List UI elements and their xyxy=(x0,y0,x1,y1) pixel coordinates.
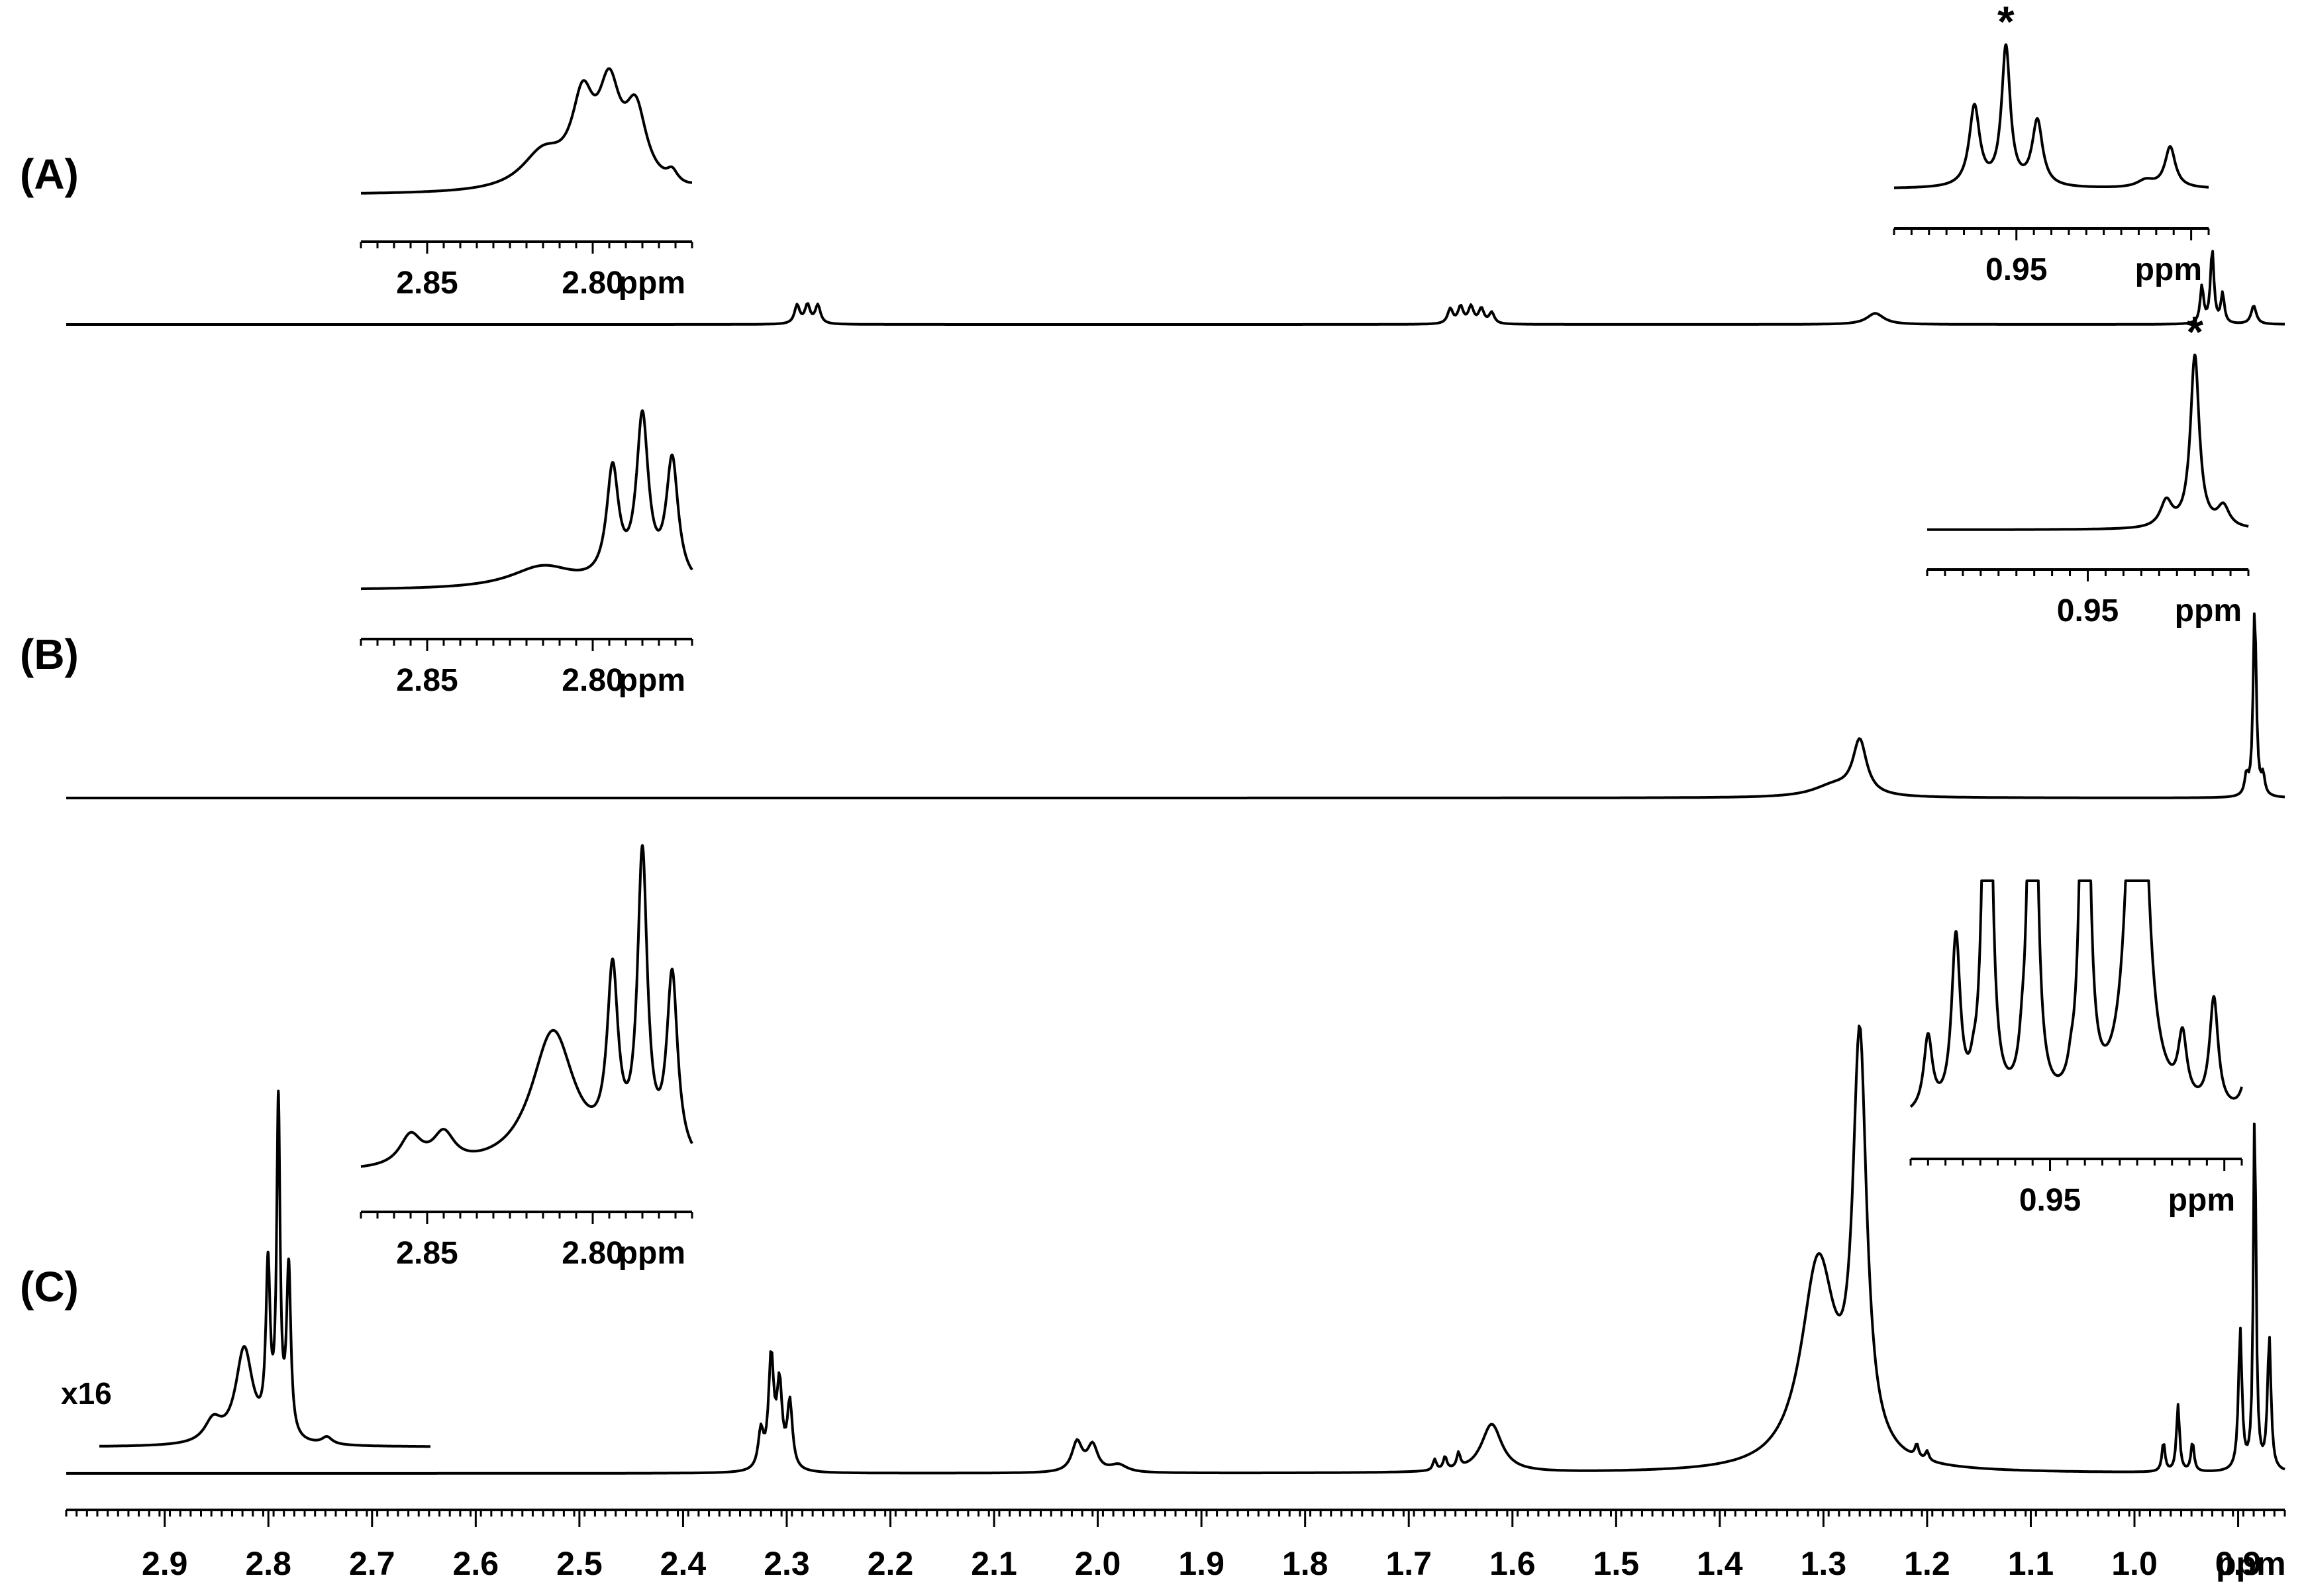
scaled-segment-c: x16 xyxy=(61,1089,432,1448)
x-axis-tick-label: 1.5 xyxy=(1593,1545,1640,1582)
inset-unit-label: ppm xyxy=(2135,252,2202,287)
spectrum-a: (A) xyxy=(20,150,2285,326)
spectrum-c-label: (C) xyxy=(20,1263,79,1311)
x-axis-unit-label: ppm xyxy=(2216,1545,2286,1582)
x-axis-tick-label: 1.0 xyxy=(2111,1545,2158,1582)
inset-unit-label: ppm xyxy=(619,266,685,301)
inset-unit-label: ppm xyxy=(2168,1183,2235,1218)
x-axis-tick-label: 1.4 xyxy=(1697,1545,1743,1582)
inset-tick-label: 0.95 xyxy=(2057,593,2119,628)
inset-trace xyxy=(360,844,693,1168)
x-axis-tick-label: 2.9 xyxy=(142,1545,188,1582)
spectrum-c-trace xyxy=(66,1024,2285,1475)
x-axis-tick-label: 2.6 xyxy=(453,1545,499,1582)
spectrum-c: (C) xyxy=(20,1024,2285,1475)
inset-unit-label: ppm xyxy=(2175,593,2242,628)
x-axis-tick-label: 2.2 xyxy=(868,1545,914,1582)
x-axis-tick-label: 2.4 xyxy=(660,1545,707,1582)
inset-tick-label: 2.80 xyxy=(562,663,623,698)
x-axis-tick-label: 2.5 xyxy=(556,1545,603,1582)
inset-b-right: 0.95 ppm * xyxy=(1926,307,2250,628)
x-axis-tick-label: 2.8 xyxy=(245,1545,291,1582)
x-axis-tick-label: 1.1 xyxy=(2008,1545,2054,1582)
x-axis-tick-label: 1.3 xyxy=(1801,1545,1847,1582)
x-axis-tick-label: 1.2 xyxy=(1904,1545,1950,1582)
spectrum-a-label: (A) xyxy=(20,150,79,198)
peak-marker: * xyxy=(2186,307,2203,356)
inset-unit-label: ppm xyxy=(619,1236,685,1271)
inset-trace xyxy=(1926,353,2250,531)
inset-trace xyxy=(360,67,693,195)
spectrum-a-trace xyxy=(66,250,2285,326)
inset-tick-label: 2.85 xyxy=(396,1236,458,1271)
x-axis-tick-label: 1.9 xyxy=(1178,1545,1225,1582)
x-axis-tick-label: 0.9 xyxy=(2215,1545,2262,1582)
x-axis-tick-label: 1.8 xyxy=(1282,1545,1328,1582)
spectrum-b-trace xyxy=(66,612,2285,799)
x-axis-major-ticks xyxy=(164,1510,2240,1527)
inset-tick-label: 2.80 xyxy=(562,1236,623,1271)
inset-tick-label: 2.80 xyxy=(562,266,623,301)
x-axis: 2.9 2.8 2.7 2.6 2.5 2.4 2.3 2.2 2.1 2.0 1.9 1.8 1.7 1… xyxy=(65,1509,2286,1582)
peak-marker: * xyxy=(1997,0,2015,46)
inset-c-right: 0.95 ppm xyxy=(1909,879,2243,1218)
inset-trace xyxy=(1909,879,2243,1108)
inset-tick-label: 2.85 xyxy=(396,663,458,698)
inset-tick-label: 0.95 xyxy=(1985,252,2047,287)
x-axis-tick-label: 2.1 xyxy=(971,1545,1017,1582)
inset-a-right: 0.95 ppm * xyxy=(1893,0,2210,287)
x-axis-tick-label: 1.6 xyxy=(1489,1545,1536,1582)
inset-trace xyxy=(1893,43,2210,189)
x-axis-tick-label: 2.0 xyxy=(1075,1545,1121,1582)
x-axis-minor-ticks xyxy=(65,1510,2286,1517)
scaled-segment-trace xyxy=(98,1089,432,1448)
inset-unit-label: ppm xyxy=(619,663,685,698)
inset-trace xyxy=(360,409,693,591)
inset-tick-label: 2.85 xyxy=(396,266,458,301)
x-axis-tick-labels: 2.9 2.8 2.7 2.6 2.5 2.4 2.3 2.2 2.1 2.0 1.9 1.8 1.7 1… xyxy=(142,1545,2261,1582)
spectrum-b: (B) xyxy=(20,612,2285,799)
x-axis-tick-label: 2.3 xyxy=(764,1545,810,1582)
spectrum-b-label: (B) xyxy=(20,630,79,678)
x-axis-tick-label: 1.7 xyxy=(1385,1545,1432,1582)
scale-label: x16 xyxy=(61,1376,112,1411)
inset-tick-label: 0.95 xyxy=(2019,1183,2081,1218)
x-axis-tick-label: 2.7 xyxy=(349,1545,395,1582)
